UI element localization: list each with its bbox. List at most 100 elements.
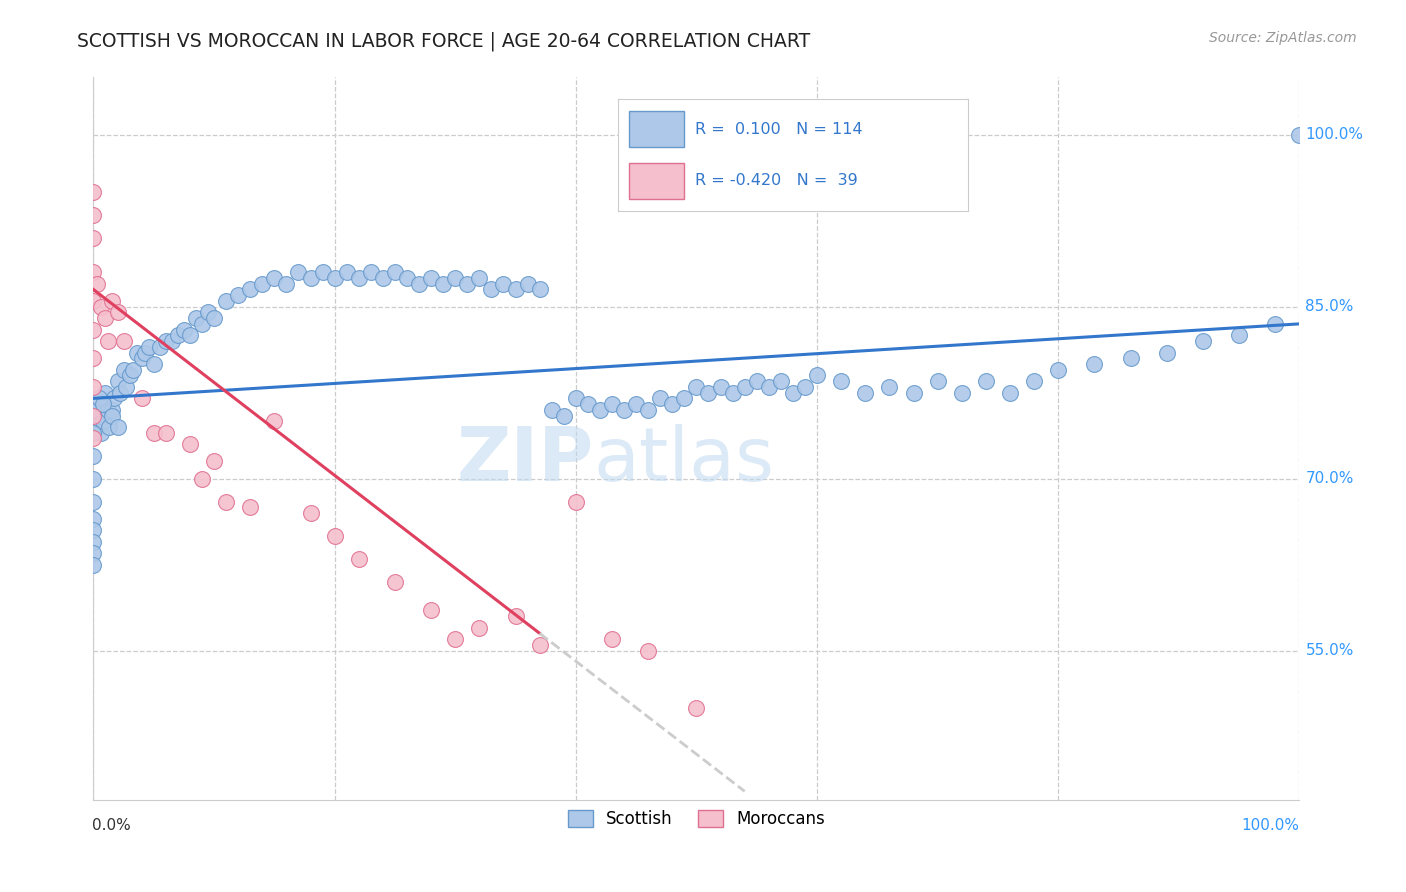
Point bbox=[115, 380, 138, 394]
Point bbox=[721, 385, 744, 400]
Point bbox=[82, 185, 104, 199]
Text: 100.0%: 100.0% bbox=[1305, 128, 1364, 142]
Point bbox=[529, 638, 551, 652]
Point bbox=[252, 277, 274, 291]
Point bbox=[202, 311, 225, 326]
Point bbox=[191, 472, 214, 486]
Point bbox=[384, 265, 406, 279]
Point bbox=[276, 277, 298, 291]
Point bbox=[155, 425, 177, 440]
Point bbox=[444, 632, 467, 646]
Point bbox=[492, 277, 515, 291]
Point bbox=[576, 397, 599, 411]
Point bbox=[516, 277, 538, 291]
Point bbox=[173, 323, 195, 337]
Text: 85.0%: 85.0% bbox=[1305, 299, 1354, 314]
Point bbox=[82, 523, 104, 537]
Point bbox=[184, 311, 207, 326]
Point bbox=[82, 208, 104, 222]
Point bbox=[86, 277, 108, 291]
Text: Source: ZipAtlas.com: Source: ZipAtlas.com bbox=[1209, 31, 1357, 45]
Point bbox=[336, 265, 359, 279]
Point bbox=[323, 271, 346, 285]
Point bbox=[97, 402, 120, 417]
Point bbox=[103, 392, 125, 406]
Point bbox=[107, 305, 129, 319]
Point bbox=[100, 293, 122, 308]
Point bbox=[82, 546, 104, 560]
Point bbox=[118, 368, 141, 383]
Point bbox=[600, 632, 623, 646]
Point bbox=[263, 271, 285, 285]
Point bbox=[697, 385, 720, 400]
Text: 70.0%: 70.0% bbox=[1305, 471, 1354, 486]
Point bbox=[155, 334, 177, 348]
Point bbox=[122, 362, 145, 376]
Point bbox=[179, 437, 201, 451]
Point bbox=[709, 380, 731, 394]
Point bbox=[806, 368, 828, 383]
Point bbox=[1083, 357, 1105, 371]
Point bbox=[131, 392, 153, 406]
Point bbox=[112, 362, 135, 376]
Point bbox=[505, 283, 527, 297]
Point bbox=[108, 385, 131, 400]
Point bbox=[202, 454, 225, 468]
Point bbox=[853, 385, 876, 400]
Point bbox=[782, 385, 804, 400]
Text: 100.0%: 100.0% bbox=[1241, 818, 1299, 832]
Point bbox=[879, 380, 901, 394]
Point bbox=[82, 494, 104, 508]
Point bbox=[142, 425, 165, 440]
Point bbox=[82, 380, 104, 394]
Point bbox=[769, 374, 792, 388]
Point bbox=[685, 701, 707, 715]
Point bbox=[82, 409, 104, 423]
Point bbox=[149, 340, 172, 354]
Point bbox=[82, 231, 104, 245]
Point bbox=[82, 351, 104, 366]
Point bbox=[82, 402, 104, 417]
Point bbox=[82, 534, 104, 549]
Point bbox=[82, 558, 104, 572]
Point bbox=[107, 374, 129, 388]
Point bbox=[637, 643, 659, 657]
Point bbox=[347, 271, 370, 285]
Point bbox=[82, 449, 104, 463]
Point bbox=[107, 420, 129, 434]
Point bbox=[794, 380, 817, 394]
Point bbox=[540, 402, 562, 417]
Point bbox=[553, 409, 575, 423]
Point bbox=[830, 374, 852, 388]
Point bbox=[408, 277, 430, 291]
Point bbox=[1156, 345, 1178, 359]
Point bbox=[287, 265, 309, 279]
Point bbox=[950, 385, 973, 400]
Point bbox=[600, 397, 623, 411]
Point bbox=[481, 283, 503, 297]
Point bbox=[160, 334, 183, 348]
Point bbox=[420, 603, 443, 617]
Point bbox=[215, 494, 238, 508]
Point bbox=[82, 432, 104, 446]
Point bbox=[734, 380, 756, 394]
Point bbox=[179, 328, 201, 343]
Point bbox=[82, 265, 104, 279]
Point bbox=[97, 334, 120, 348]
Text: SCOTTISH VS MOROCCAN IN LABOR FORCE | AGE 20-64 CORRELATION CHART: SCOTTISH VS MOROCCAN IN LABOR FORCE | AG… bbox=[77, 31, 811, 51]
Point bbox=[239, 283, 262, 297]
Point bbox=[82, 512, 104, 526]
Point bbox=[131, 351, 153, 366]
Point bbox=[927, 374, 949, 388]
Point bbox=[93, 397, 115, 411]
Point bbox=[1264, 317, 1286, 331]
Point bbox=[82, 425, 104, 440]
Point bbox=[1192, 334, 1215, 348]
Point bbox=[100, 409, 122, 423]
Point bbox=[166, 328, 188, 343]
Point bbox=[505, 609, 527, 624]
Point bbox=[91, 414, 114, 428]
Point bbox=[86, 402, 108, 417]
Point bbox=[299, 506, 322, 520]
Point bbox=[613, 402, 636, 417]
